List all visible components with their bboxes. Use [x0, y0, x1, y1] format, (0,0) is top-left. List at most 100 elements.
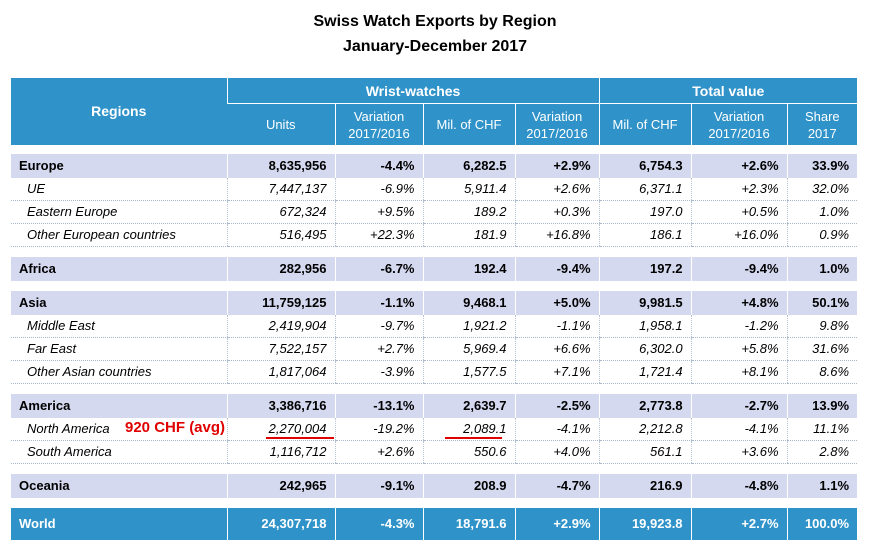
value-cell: 32.0%: [786, 177, 858, 201]
value-cell: 6,371.1: [598, 177, 692, 201]
value-cell: +22.3%: [334, 223, 423, 247]
spacer-cell: [11, 246, 858, 257]
value-cell: +3.6%: [690, 440, 788, 464]
spacer-row: [11, 145, 858, 154]
region-name: Middle East: [11, 314, 227, 338]
spacer-cell: [11, 280, 858, 291]
value-cell: -9.1%: [334, 473, 423, 498]
column-header: Units: [227, 103, 335, 145]
header-row-columns: Units Variation 2017/2016 Mil. of CHF Va…: [11, 103, 858, 145]
value-cell: 516,495: [226, 223, 335, 247]
header-wrist-watches: Wrist-watches: [226, 78, 600, 104]
column-header: Variation 2017/2016: [334, 103, 423, 145]
value-cell: -9.4%: [514, 256, 600, 281]
table-row: South America 1,116,712 +2.6% 550.6 +4.0% 561…: [11, 440, 858, 464]
value-cell: +2.7%: [334, 337, 423, 361]
value-cell: 672,324: [226, 200, 335, 224]
value-cell: -9.4%: [690, 256, 788, 281]
value-cell: -4.7%: [514, 473, 600, 498]
value-cell: 6,754.3: [598, 153, 692, 178]
value-cell: 7,522,157: [226, 337, 335, 361]
column-header: Variation 2017/2016: [690, 103, 788, 145]
region-row: Asia 11,759,125 -1.1% 9,468.1 +5.0% 9,981.5 +4…: [11, 290, 858, 315]
value-cell: 2,089.1: [422, 417, 515, 441]
value-cell: +2.6%: [514, 177, 600, 201]
value-cell: 2,639.7: [422, 393, 515, 418]
table-row: Other European countries 516,495 +22.3% 181…: [11, 223, 858, 247]
value-cell: 186.1: [598, 223, 692, 247]
value-cell: 24,307,718: [226, 507, 335, 540]
region-name: Other European countries: [11, 223, 227, 247]
value-cell: -4.8%: [690, 473, 788, 498]
value-cell: -4.1%: [514, 417, 600, 441]
column-header: Mil. of CHF: [422, 103, 515, 145]
spacer-row: [11, 280, 858, 291]
value-cell: 9,981.5: [598, 290, 692, 315]
value-cell: 6,302.0: [598, 337, 692, 361]
annotation-underline: [445, 437, 502, 439]
table-row: UE 7,447,137 -6.9% 5,911.4 +2.6% 6,371.1 +2.3%…: [11, 177, 858, 201]
value-cell: 242,965: [226, 473, 335, 498]
value-cell: 3,386,716: [226, 393, 335, 418]
exports-table: Regions Wrist-watches Total value Units …: [11, 78, 858, 540]
value-cell: 2.8%: [786, 440, 858, 464]
spacer-cell: [11, 463, 858, 474]
value-cell: 5,911.4: [422, 177, 515, 201]
value-cell: 1,921.2: [422, 314, 515, 338]
value-cell: 1,721.4: [598, 360, 692, 384]
value-cell: +16.8%: [514, 223, 600, 247]
value-cell: 50.1%: [786, 290, 858, 315]
value-cell: 2,270,004: [226, 417, 335, 441]
value-cell: -1.1%: [334, 290, 423, 315]
region-name: Eastern Europe: [11, 200, 227, 224]
spacer-cell: [11, 383, 858, 394]
value-cell: +16.0%: [690, 223, 788, 247]
spacer-row: [11, 383, 858, 394]
value-cell: 1,817,064: [226, 360, 335, 384]
header-regions: Regions: [11, 78, 227, 146]
spacer-cell: [11, 145, 858, 154]
value-cell: 192.4: [422, 256, 515, 281]
value-cell: 5,969.4: [422, 337, 515, 361]
value-cell: +4.0%: [514, 440, 600, 464]
region-row: Africa 282,956 -6.7% 192.4 -9.4% 197.2 -9.4% 1.…: [11, 256, 858, 281]
region-name: Africa: [11, 256, 227, 281]
value-cell: 189.2: [422, 200, 515, 224]
value-cell: -1.2%: [690, 314, 788, 338]
table-row: North America 2,270,004 -19.2% 2,089.1 -4.1%…: [11, 417, 858, 441]
value-cell: -19.2%: [334, 417, 423, 441]
value-cell: +7.1%: [514, 360, 600, 384]
value-cell: 8,635,956: [226, 153, 335, 178]
region-name: South America: [11, 440, 227, 464]
value-cell: 8.6%: [786, 360, 858, 384]
value-cell: +9.5%: [334, 200, 423, 224]
region-name: North America: [11, 417, 227, 441]
value-cell: 282,956: [226, 256, 335, 281]
value-cell: 216.9: [598, 473, 692, 498]
value-cell: 11.1%: [786, 417, 858, 441]
region-name: America: [11, 393, 227, 418]
region-row: America 3,386,716 -13.1% 2,639.7 -2.5% 2,773.…: [11, 393, 858, 418]
value-cell: +4.8%: [690, 290, 788, 315]
value-cell: 2,419,904: [226, 314, 335, 338]
value-cell: -1.1%: [514, 314, 600, 338]
column-header: Variation 2017/2016: [514, 103, 600, 145]
value-cell: +2.9%: [514, 153, 600, 178]
value-cell: 1,958.1: [598, 314, 692, 338]
region-name: Europe: [11, 153, 227, 178]
value-cell: 33.9%: [786, 153, 858, 178]
value-cell: 1,116,712: [226, 440, 335, 464]
table-row: Eastern Europe 672,324 +9.5% 189.2 +0.3% 197.…: [11, 200, 858, 224]
value-cell: +0.3%: [514, 200, 600, 224]
value-cell: 31.6%: [786, 337, 858, 361]
value-cell: -4.1%: [690, 417, 788, 441]
value-cell: 197.2: [598, 256, 692, 281]
column-header: Share 2017: [786, 103, 858, 145]
value-cell: 2,212.8: [598, 417, 692, 441]
region-name: Far East: [11, 337, 227, 361]
value-cell: 1,577.5: [422, 360, 515, 384]
table-row: Middle East 2,419,904 -9.7% 1,921.2 -1.1% 1,9…: [11, 314, 858, 338]
value-cell: -6.9%: [334, 177, 423, 201]
value-cell: 1.1%: [786, 473, 858, 498]
spacer-row: [11, 246, 858, 257]
